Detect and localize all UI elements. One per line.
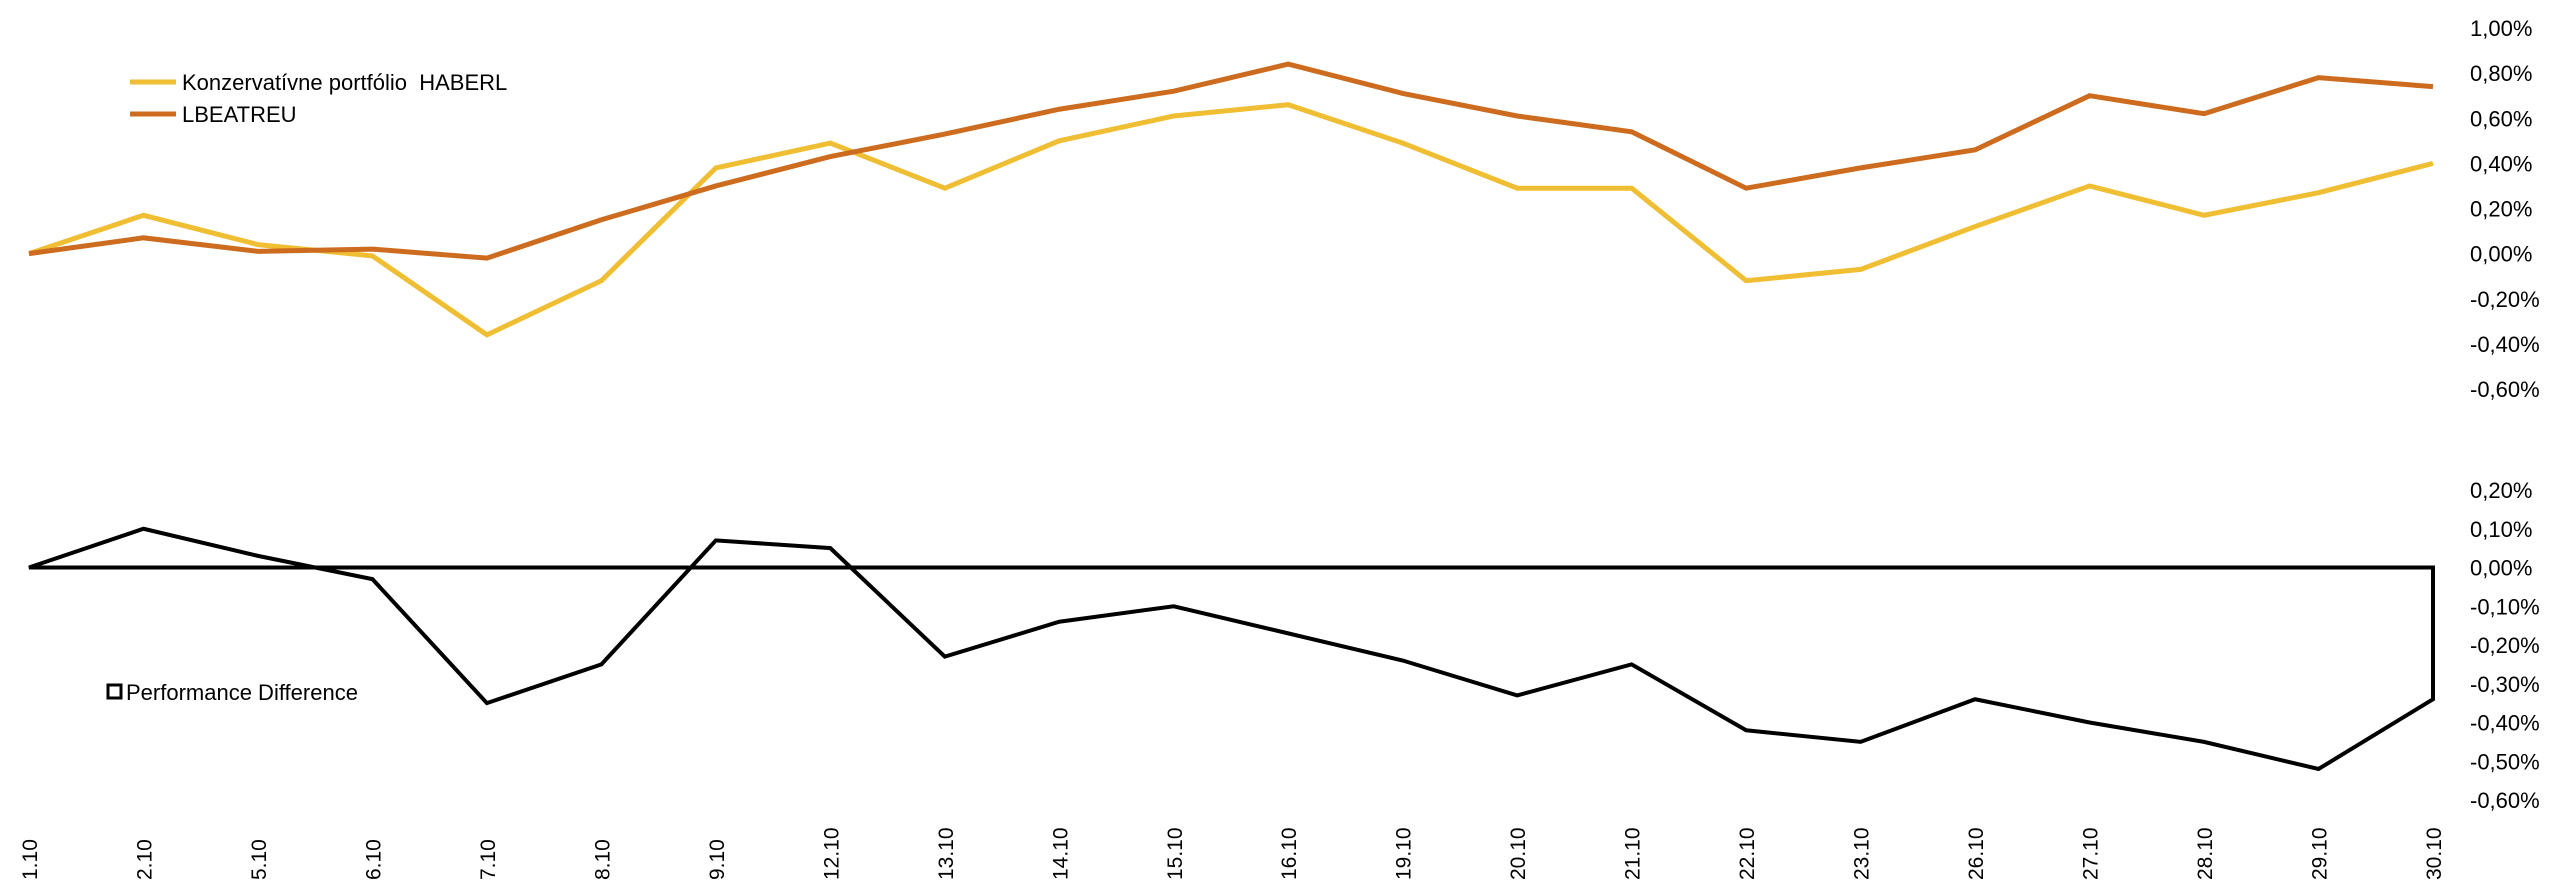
y-tick-label: -0,60% <box>2470 377 2540 402</box>
y-tick-label: 0,10% <box>2470 517 2532 542</box>
y-tick-label: 0,20% <box>2470 197 2532 222</box>
x-tick-label: 21.10 <box>1622 827 1645 880</box>
y-tick-label: -0,60% <box>2470 788 2540 813</box>
x-tick-label: 12.10 <box>820 827 843 880</box>
legend-label-difference: Performance Difference <box>126 680 358 705</box>
x-tick-label: 9.10 <box>706 839 729 880</box>
x-tick-label: 26.10 <box>1965 827 1988 880</box>
y-tick-label: -0,40% <box>2470 332 2540 357</box>
series-area-difference <box>28 526 2435 772</box>
x-axis: 1.10 2.10 5.10 6.10 7.10 8.10 9.10 12.10 13.10 14… <box>19 827 2446 880</box>
x-tick-label: 20.10 <box>1507 827 1530 880</box>
x-tick-label: 27.10 <box>2080 827 2103 880</box>
y-tick-label: -0,50% <box>2470 749 2540 774</box>
x-tick-label: 23.10 <box>1851 827 1874 880</box>
y-tick-label: -0,10% <box>2470 594 2540 619</box>
plot-area <box>28 61 2435 772</box>
y-tick-label: 0,00% <box>2470 242 2532 267</box>
legend-label-lbeatreu: LBEATREU <box>182 102 297 127</box>
x-tick-label: 14.10 <box>1049 827 1072 880</box>
x-tick-label: 5.10 <box>248 839 271 880</box>
y-tick-label: 0,80% <box>2470 61 2532 86</box>
series-line-haberl <box>28 102 2434 338</box>
y-tick-label: 0,20% <box>2470 478 2532 503</box>
x-tick-label: 13.10 <box>935 827 958 880</box>
bottom-y-axis: 0,20% 0,10% 0,00% -0,10% -0,20% -0,30% -0,40% -… <box>2470 478 2540 813</box>
x-tick-label: 8.10 <box>591 839 614 880</box>
x-tick-label: 16.10 <box>1278 827 1301 880</box>
x-tick-label: 6.10 <box>362 839 385 880</box>
x-tick-label: 29.10 <box>2309 827 2332 880</box>
y-tick-label: -0,30% <box>2470 672 2540 697</box>
y-tick-label: -0,40% <box>2470 711 2540 736</box>
x-tick-label: 30.10 <box>2423 827 2446 880</box>
x-tick-label: 28.10 <box>2194 827 2217 880</box>
y-tick-label: -0,20% <box>2470 633 2540 658</box>
y-tick-label: 0,40% <box>2470 151 2532 176</box>
legend-bottom: Performance Difference <box>106 680 358 705</box>
y-tick-label: 0,60% <box>2470 106 2532 131</box>
x-tick-label: 2.10 <box>133 839 156 880</box>
x-tick-label: 7.10 <box>477 839 500 880</box>
legend-top: Konzervatívne portfólio HABERL LBEATREU <box>130 70 507 127</box>
y-tick-label: 0,00% <box>2470 556 2532 581</box>
x-tick-label: 19.10 <box>1393 827 1416 880</box>
top-y-axis: 1,00% 0,80% 0,60% 0,40% 0,20% 0,00% -0,20% -0,4… <box>2470 16 2540 402</box>
y-tick-label: 1,00% <box>2470 16 2532 41</box>
x-tick-label: 22.10 <box>1736 827 1759 880</box>
x-tick-label: 15.10 <box>1164 827 1187 880</box>
x-tick-label: 1.10 <box>19 839 42 880</box>
y-tick-label: -0,20% <box>2470 287 2540 312</box>
legend-label-haberl: Konzervatívne portfólio HABERL <box>182 70 507 95</box>
legend-swatch-difference <box>106 683 123 700</box>
series-line-lbeatreu <box>28 61 2434 261</box>
